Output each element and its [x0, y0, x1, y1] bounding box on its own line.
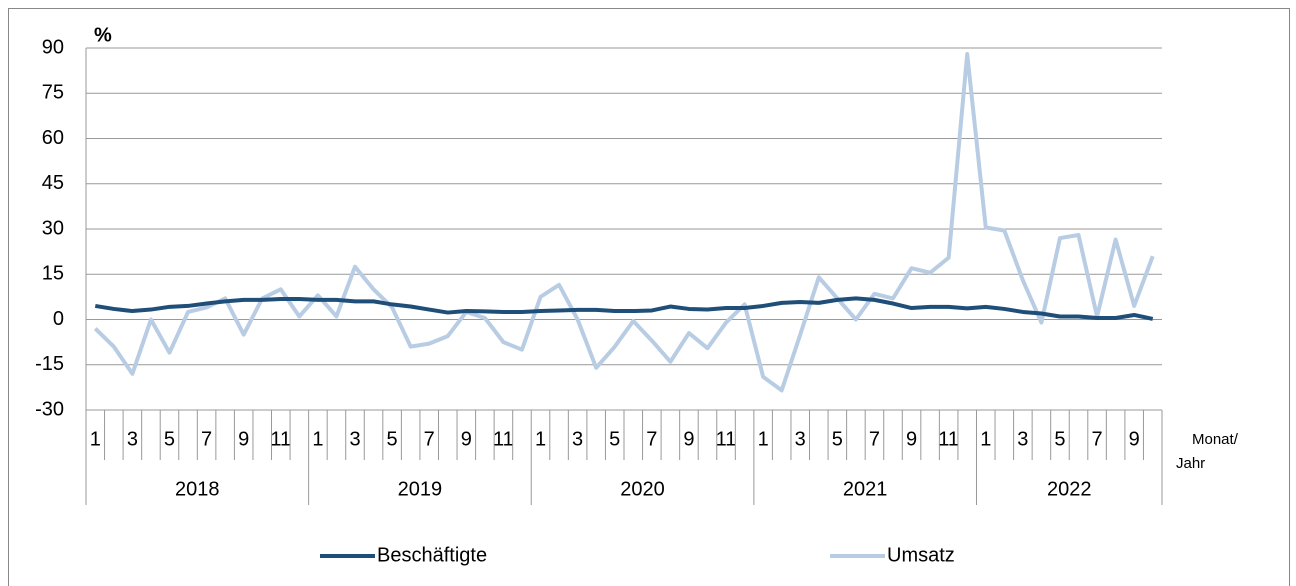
legend-label: Umsatz	[887, 544, 955, 566]
x-tick-label: 3	[127, 428, 138, 450]
y-tick-label: 0	[53, 308, 64, 330]
x-tick-label: 11	[270, 428, 291, 450]
year-label: 2021	[843, 478, 888, 500]
x-axis-label: Jahr	[1176, 455, 1205, 472]
x-tick-label: 11	[716, 428, 737, 450]
x-tick-label: 11	[493, 428, 514, 450]
x-tick-label: 1	[90, 428, 101, 450]
x-tick-label: 3	[572, 428, 583, 450]
x-tick-label: 5	[387, 428, 398, 450]
x-tick-label: 1	[758, 428, 769, 450]
y-tick-label: 75	[42, 82, 64, 104]
legend-label: Beschäftigte	[377, 544, 487, 566]
y-tick-label: -15	[35, 353, 64, 375]
y-axis-label: %	[94, 24, 112, 46]
x-tick-label: 7	[1092, 428, 1103, 450]
x-tick-label: 7	[424, 428, 435, 450]
y-tick-label: 90	[42, 36, 64, 58]
y-tick-label: 60	[42, 127, 64, 149]
data-line	[94, 296, 1154, 321]
y-tick-label: -30	[35, 398, 64, 420]
x-tick-label: 5	[832, 428, 843, 450]
x-tick-label: 11	[938, 428, 959, 450]
x-tick-label: 3	[795, 428, 806, 450]
x-tick-label: 1	[980, 428, 991, 450]
y-tick-label: 45	[42, 172, 64, 194]
x-tick-label: 3	[1017, 428, 1028, 450]
x-tick-label: 5	[164, 428, 175, 450]
y-tick-label: 15	[42, 263, 64, 285]
year-label: 2018	[175, 478, 220, 500]
x-tick-label: 1	[535, 428, 546, 450]
x-tick-label: 9	[1129, 428, 1140, 450]
x-tick-label: 9	[461, 428, 472, 450]
chart-frame	[8, 8, 1290, 586]
x-tick-label: 7	[869, 428, 880, 450]
x-axis-label: Monat/	[1192, 431, 1239, 448]
x-tick-label: 9	[683, 428, 694, 450]
y-tick-label: 30	[42, 217, 64, 239]
x-tick-label: 9	[906, 428, 917, 450]
x-tick-label: 7	[201, 428, 212, 450]
year-label: 2019	[398, 478, 443, 500]
data-line	[93, 52, 1155, 393]
x-tick-label: 5	[609, 428, 620, 450]
x-tick-label: 7	[646, 428, 657, 450]
x-tick-label: 9	[238, 428, 249, 450]
year-label: 2020	[620, 478, 665, 500]
year-label: 2022	[1047, 478, 1092, 500]
x-tick-label: 5	[1054, 428, 1065, 450]
x-tick-label: 3	[349, 428, 360, 450]
x-tick-label: 1	[312, 428, 323, 450]
